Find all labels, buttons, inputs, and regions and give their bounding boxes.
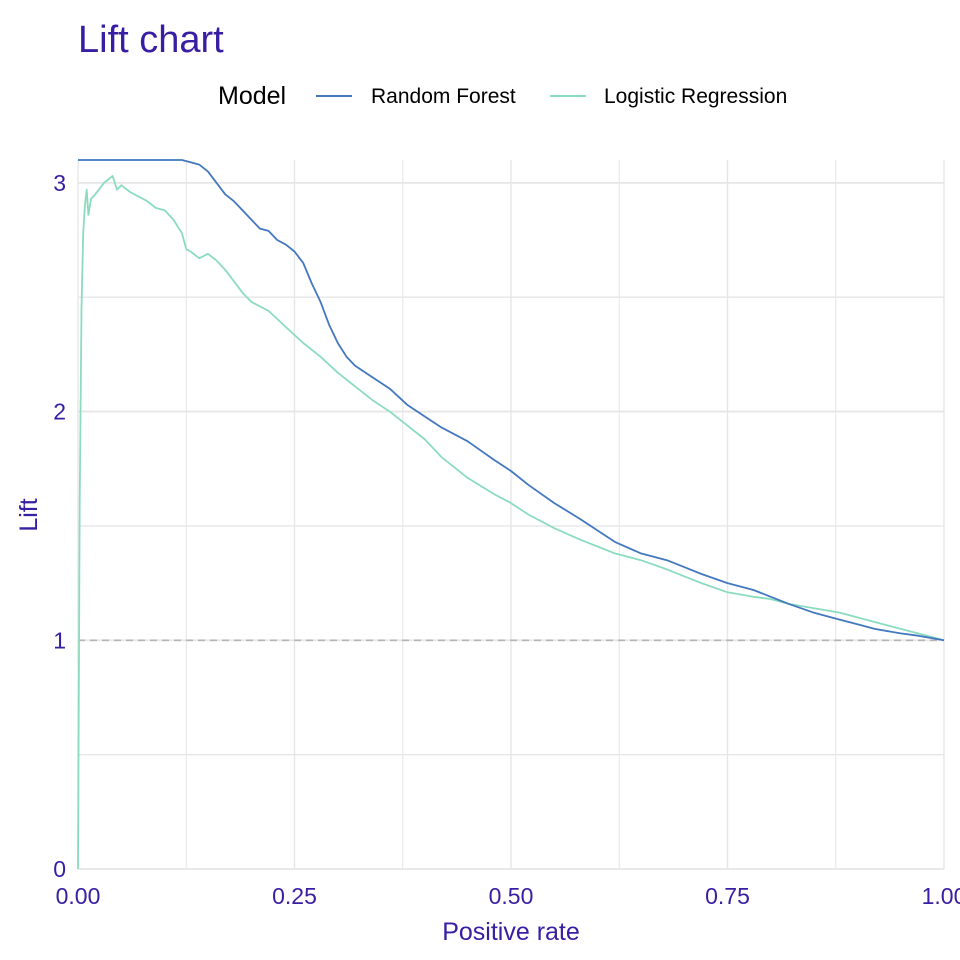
legend-label-logistic-regression: Logistic Regression: [604, 85, 787, 108]
legend-title: Model: [218, 82, 286, 110]
series-lines: [77, 159, 945, 870]
x-tick-label: 1.00: [922, 883, 960, 909]
x-axis-label: Positive rate: [442, 918, 580, 946]
y-tick-label: 2: [53, 399, 66, 425]
grid-lines: [77, 160, 945, 870]
legend-label-random-forest: Random Forest: [371, 85, 516, 108]
legend: Model Random Forest Logistic Regression: [218, 82, 787, 110]
series-line-logistic-regression: [77, 175, 945, 870]
y-tick-label: 3: [53, 170, 66, 196]
x-tick-label: 0.50: [489, 883, 534, 909]
x-tick-label: 0.25: [272, 883, 317, 909]
chart-title: Lift chart: [78, 19, 224, 61]
axes: 0.00 0.25 0.50 0.75 1.00 0 1 2 3: [53, 170, 960, 909]
x-tick-label: 0.75: [705, 883, 750, 909]
y-tick-label: 1: [53, 627, 66, 653]
y-tick-label: 0: [53, 856, 66, 882]
y-axis-label: Lift: [15, 498, 43, 531]
x-tick-label: 0.00: [56, 883, 101, 909]
series-line-random-forest: [78, 159, 945, 642]
